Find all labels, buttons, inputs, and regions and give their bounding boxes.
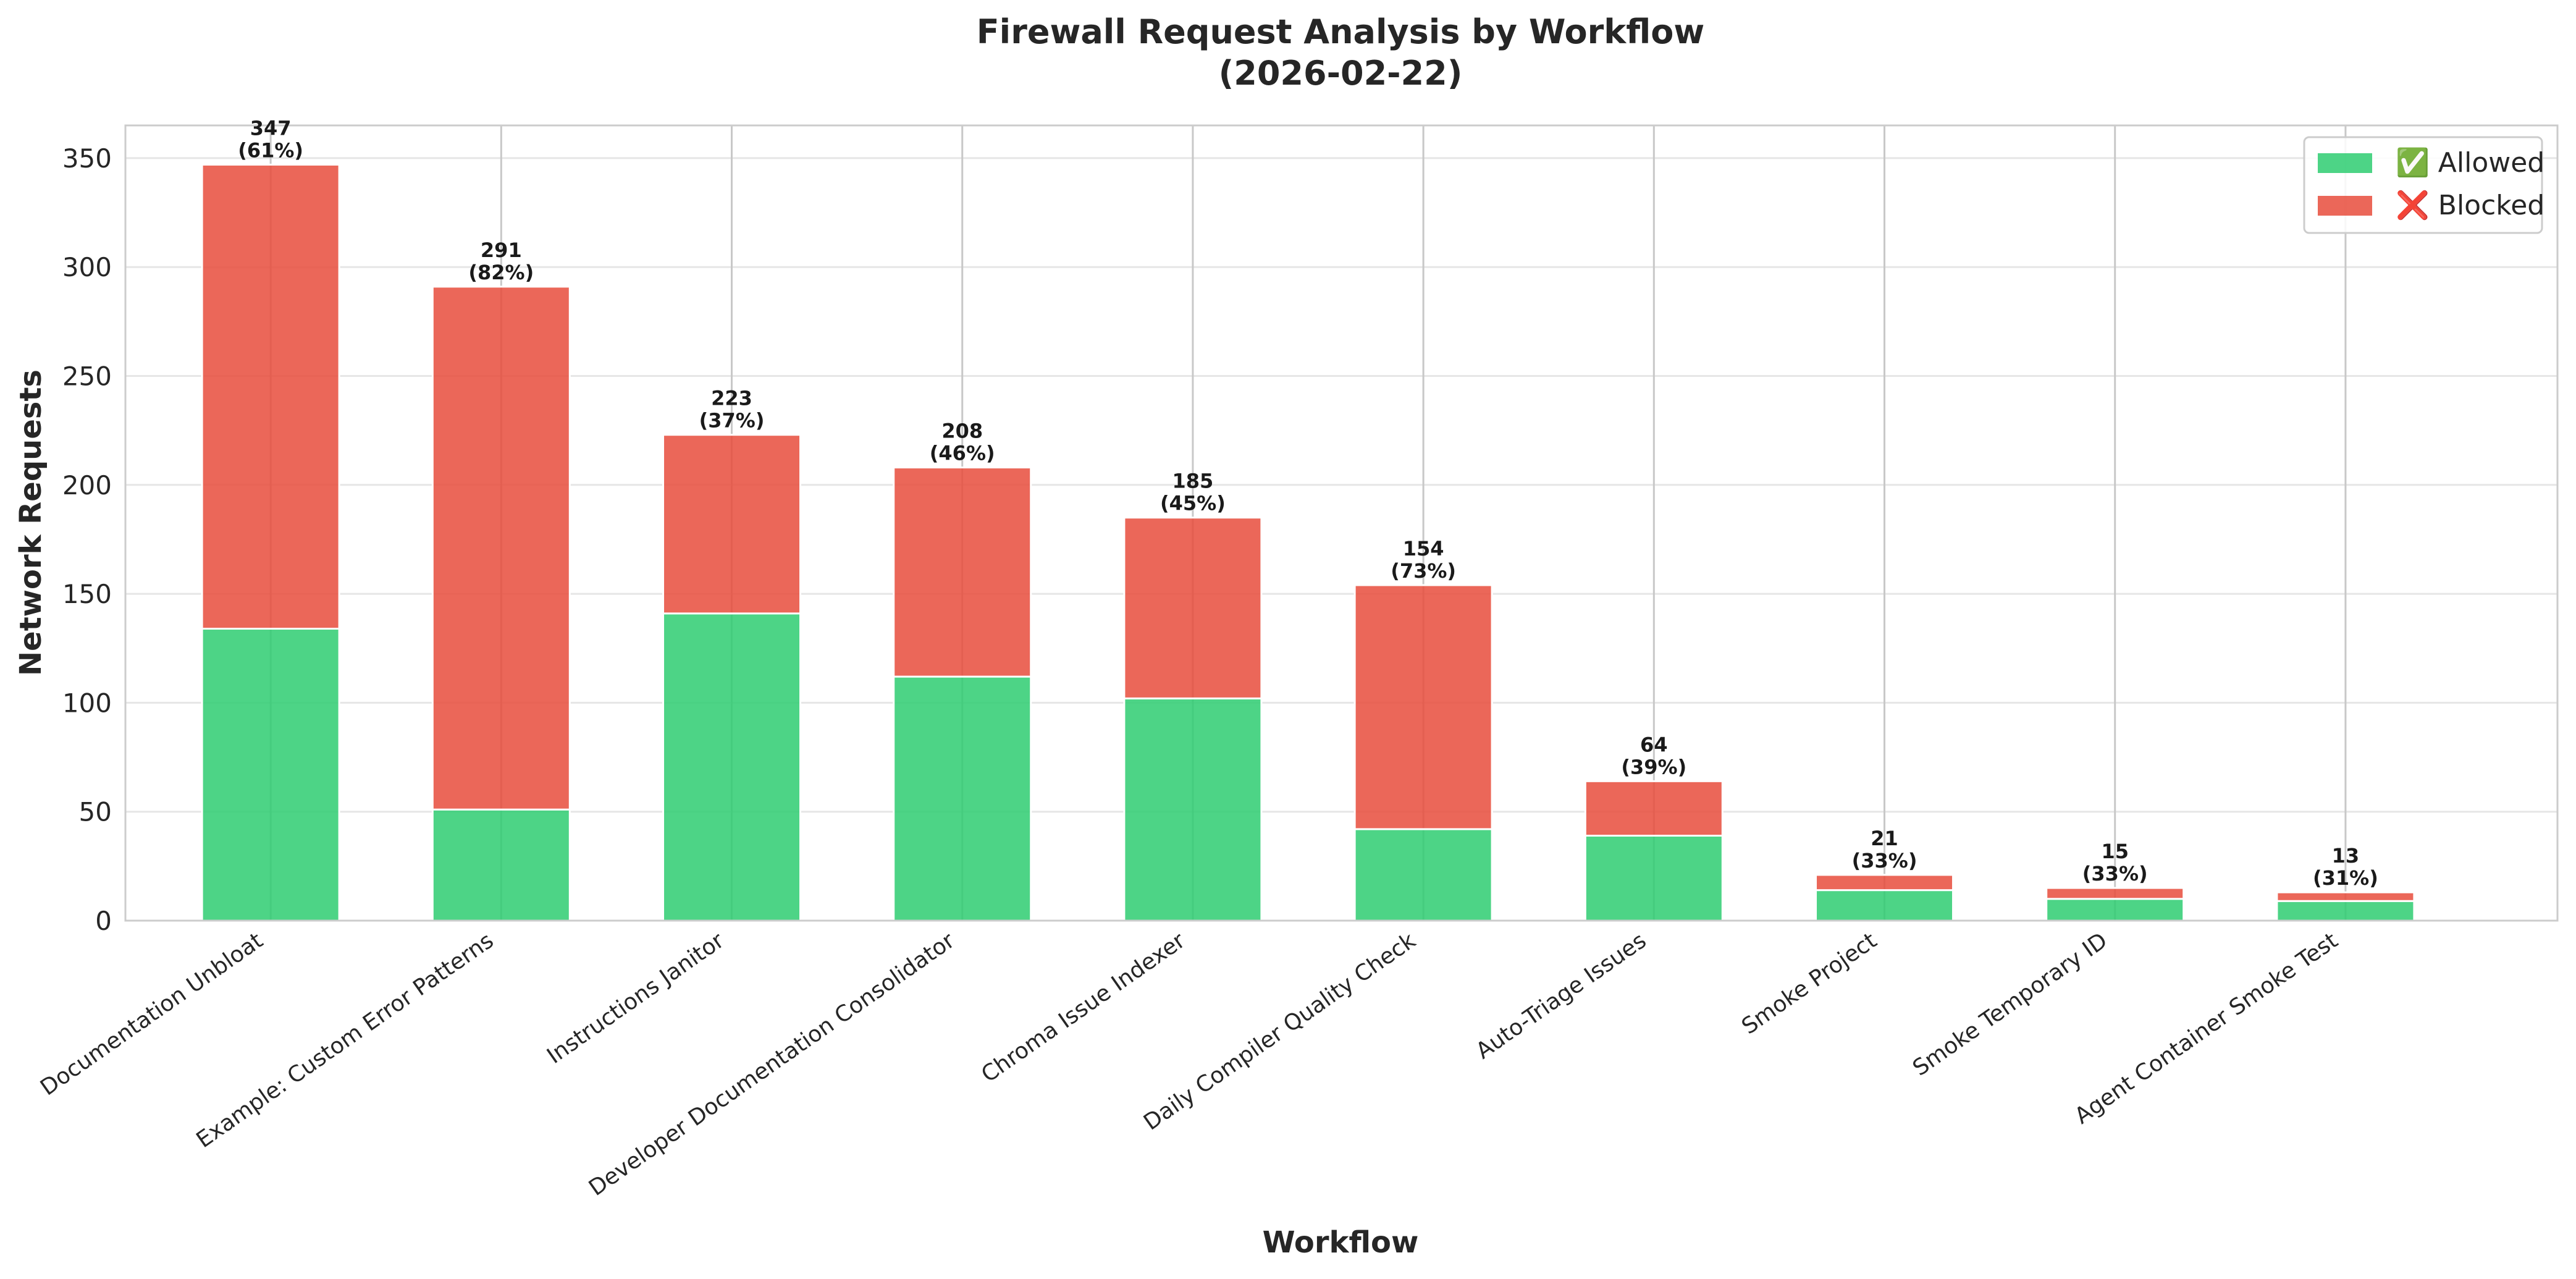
x-tick-label: Auto-Triage Issues [1471, 928, 1651, 1064]
bar-labels: 347(61%) 291(82%) 223(37%) 208(46%) 185(45%)… [238, 116, 2378, 890]
x-tick-label: Documentation Unbloat [36, 928, 267, 1101]
bar-total-label: 15 [2101, 840, 2129, 863]
plot-frame [124, 124, 2559, 922]
y-axis-label: Network Requests [14, 369, 48, 676]
bar-blocked [1584, 780, 1724, 837]
bar-allowed [1123, 697, 1263, 922]
bar-percent-label: (31%) [2313, 866, 2378, 890]
bar-total-label: 223 [711, 387, 752, 410]
legend-swatch-blocked [2318, 196, 2372, 216]
legend-label-blocked: ❌ Blocked [2396, 190, 2544, 221]
x-tick-label: Instructions Janitor [542, 928, 729, 1069]
y-tick-label: 150 [62, 579, 112, 609]
x-tick-label: Developer Documentation Consolidator [584, 928, 959, 1201]
bar-allowed [201, 628, 340, 922]
y-tick-label: 350 [62, 143, 112, 174]
bar-percent-label: (73%) [1391, 559, 1456, 583]
bar-blocked [662, 434, 802, 615]
chart-title-line2: (2026-02-22) [1219, 54, 1463, 93]
bar-percent-label: (37%) [699, 409, 765, 433]
y-tick-label: 250 [62, 361, 112, 391]
bar-total-label: 185 [1172, 470, 1214, 493]
bar-allowed [893, 675, 1032, 922]
bar-allowed [1584, 834, 1724, 922]
bar-percent-label: (45%) [1160, 492, 1226, 515]
bar-total-label: 21 [1871, 827, 1898, 850]
bar-allowed [662, 612, 802, 922]
bar-blocked [201, 163, 340, 630]
bar-percent-label: (39%) [1621, 755, 1686, 779]
bar-blocked [2045, 887, 2185, 900]
bar-total-label: 64 [1640, 733, 1668, 756]
bar-total-label: 154 [1403, 537, 1444, 560]
bar-blocked [1815, 874, 1955, 892]
bar-percent-label: (33%) [2082, 862, 2148, 885]
bar-percent-label: (82%) [468, 261, 534, 284]
bar-blocked [893, 466, 1032, 678]
bar-blocked [431, 285, 571, 811]
x-tick-label: Agent Container Smoke Test [2070, 928, 2342, 1129]
x-axis-label: Workflow [1263, 1225, 1419, 1260]
bar-percent-label: (46%) [930, 442, 995, 465]
bar-allowed [1353, 828, 1493, 922]
y-tick-label: 200 [62, 470, 112, 500]
bar-allowed [2045, 898, 2185, 922]
bar-allowed [431, 808, 571, 922]
bar-total-label: 208 [941, 420, 983, 443]
x-tick-label: Smoke Temporary ID [1908, 928, 2112, 1081]
x-tick-label: Daily Compiler Quality Check [1139, 928, 1420, 1136]
bar-blocked [1123, 517, 1263, 699]
chart-title-line1: Firewall Request Analysis by Workflow [977, 12, 1704, 51]
x-tick-label: Chroma Issue Indexer [977, 928, 1190, 1088]
bar-percent-label: (33%) [1852, 849, 1917, 872]
bar-total-label: 291 [481, 238, 522, 262]
bar-percent-label: (61%) [238, 138, 303, 162]
legend: ✅ Allowed ❌ Blocked [2303, 136, 2544, 234]
y-tick-label: 100 [62, 688, 112, 718]
legend-swatch-allowed [2318, 153, 2372, 173]
y-ticks: 0 50 100 150 200 250 300 350 [62, 143, 112, 936]
x-tick-label: Smoke Project [1737, 928, 1881, 1040]
bar-allowed [2276, 900, 2415, 922]
y-tick-label: 0 [95, 906, 112, 936]
legend-label-allowed: ✅ Allowed [2396, 147, 2544, 179]
y-tick-label: 300 [62, 252, 112, 282]
bar-blocked [1353, 584, 1493, 830]
bar-total-label: 13 [2332, 844, 2360, 867]
y-tick-label: 50 [79, 797, 112, 827]
bar-allowed [1815, 889, 1955, 922]
bar-blocked [2276, 891, 2415, 902]
bar-total-label: 347 [250, 116, 292, 140]
bars-layer [201, 163, 2415, 922]
